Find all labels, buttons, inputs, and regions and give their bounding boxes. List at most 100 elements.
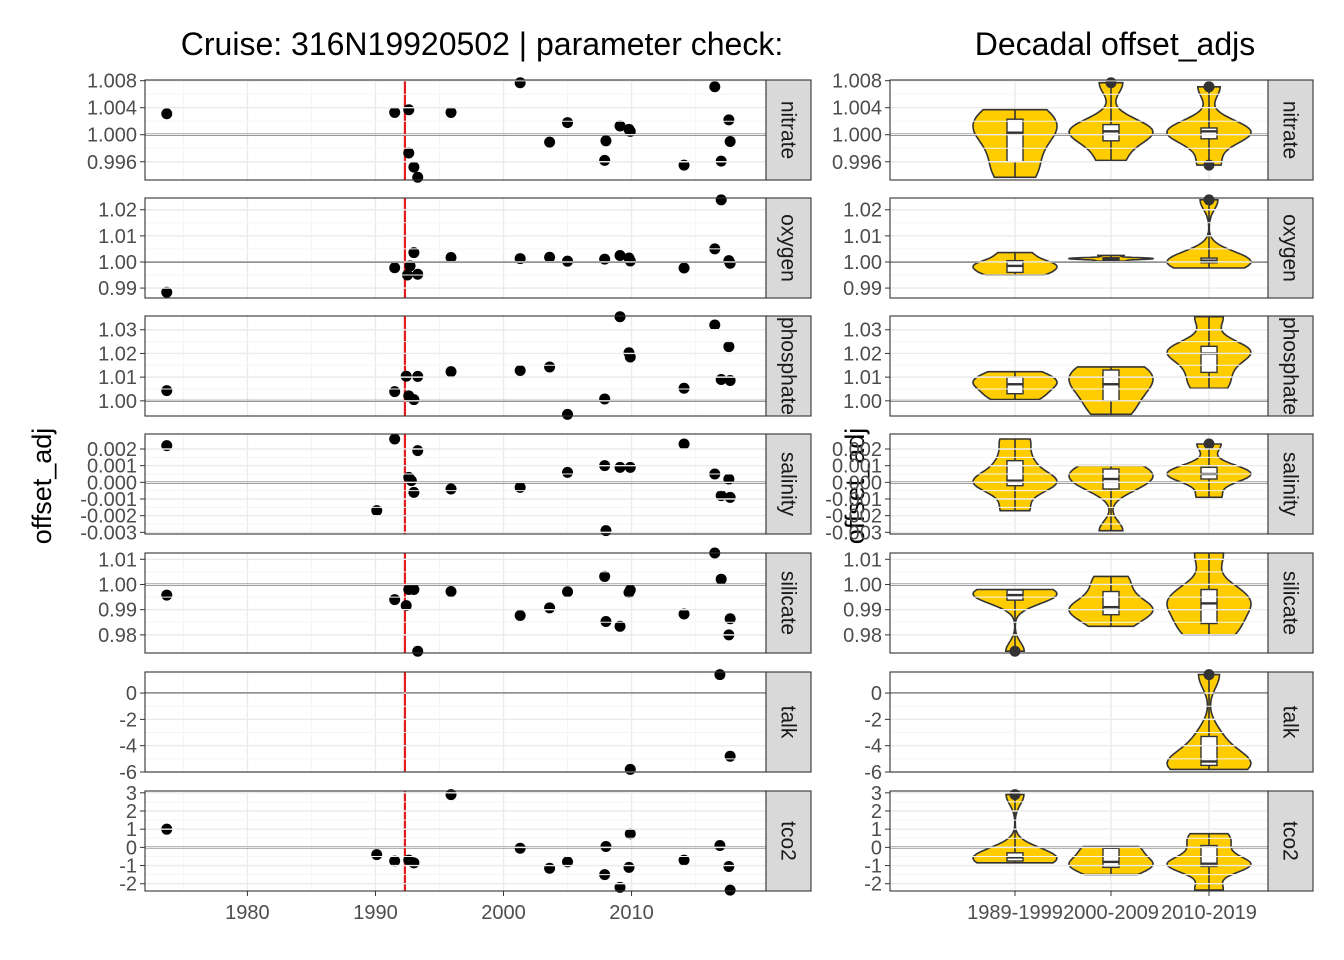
facet-strip-bg bbox=[1267, 552, 1314, 654]
data-point bbox=[714, 669, 726, 681]
facet-strip-salinity: salinity bbox=[765, 433, 812, 535]
data-point bbox=[600, 840, 612, 852]
data-point bbox=[389, 262, 401, 274]
data-point bbox=[614, 311, 626, 323]
panel-background bbox=[145, 553, 766, 653]
y-tick-label: 0.002 bbox=[832, 439, 882, 461]
box-iqr bbox=[1102, 123, 1120, 142]
facet-strip-bg bbox=[1267, 433, 1314, 535]
scatter-panel-oxygen bbox=[145, 194, 766, 298]
y-tick-label: 1.00 bbox=[98, 574, 137, 596]
data-point bbox=[403, 104, 415, 116]
y-tick-label: 0.98 bbox=[98, 625, 137, 647]
data-point bbox=[514, 481, 526, 493]
data-point bbox=[624, 828, 636, 840]
y-tick-label: 3 bbox=[126, 783, 137, 805]
left-chart-title: Cruise: 316N19920502 | parameter check: bbox=[181, 26, 783, 62]
data-point bbox=[544, 602, 556, 614]
y-tick-label: 1.00 bbox=[98, 391, 137, 413]
y-tick-label: 0.001 bbox=[832, 456, 882, 478]
data-point bbox=[678, 854, 690, 866]
y-tick-label: 1.02 bbox=[98, 200, 137, 222]
facet-strip-oxygen: oxygen bbox=[765, 197, 812, 299]
facet-strip-talk: talk bbox=[1267, 671, 1314, 773]
y-tick-label: 1.02 bbox=[98, 343, 137, 365]
violin-1989-1999 bbox=[972, 251, 1058, 276]
y-tick-label: -2 bbox=[119, 709, 137, 731]
data-point bbox=[400, 370, 412, 382]
outlier-point bbox=[1105, 77, 1117, 89]
violin-panel-talk bbox=[890, 669, 1268, 772]
data-point bbox=[408, 247, 420, 259]
y-tick-label: 1.03 bbox=[98, 320, 137, 342]
x-tick-label: 2000-2009 bbox=[1063, 902, 1159, 924]
violin-2010-2019 bbox=[1166, 81, 1252, 171]
data-point bbox=[544, 361, 556, 373]
data-point bbox=[403, 147, 415, 159]
box-iqr bbox=[1200, 735, 1218, 767]
scatter-panel-phosphate bbox=[145, 311, 766, 420]
right-chart-title: Decadal offset_adjs bbox=[975, 26, 1255, 62]
facet-strip-bg bbox=[1267, 790, 1314, 892]
violin-panel-nitrate bbox=[890, 77, 1268, 180]
data-point bbox=[412, 445, 424, 457]
data-point bbox=[514, 365, 526, 377]
data-point bbox=[412, 268, 424, 280]
y-tick-label: -6 bbox=[119, 762, 137, 784]
data-point bbox=[678, 262, 690, 274]
facet-strip-bg bbox=[1267, 671, 1314, 773]
facet-strip-bg bbox=[765, 433, 812, 535]
data-point bbox=[709, 81, 721, 93]
data-point bbox=[408, 394, 420, 406]
y-tick-label: 1.00 bbox=[843, 252, 882, 274]
y-tick-label: 0 bbox=[871, 837, 882, 859]
facet-strip-label: oxygen bbox=[777, 214, 800, 282]
scatter-panel-salinity bbox=[145, 433, 766, 537]
data-point bbox=[723, 114, 735, 126]
facet-strip-label: tco2 bbox=[777, 821, 800, 861]
data-point bbox=[389, 855, 401, 867]
data-point bbox=[445, 586, 457, 598]
violin-panel-phosphate bbox=[890, 315, 1268, 416]
panel-background bbox=[145, 198, 766, 298]
y-tick-label: 1.01 bbox=[843, 549, 882, 571]
data-point bbox=[562, 466, 574, 478]
facet-strip-bg bbox=[765, 79, 812, 181]
y-tick-label: 1.000 bbox=[87, 125, 137, 147]
y-tick-label: 0.99 bbox=[98, 600, 137, 622]
box-iqr bbox=[1102, 590, 1120, 616]
data-point bbox=[599, 154, 611, 166]
data-point bbox=[723, 341, 735, 353]
data-point bbox=[678, 608, 690, 620]
y-tick-label: 0.000 bbox=[832, 472, 882, 494]
panel-background bbox=[145, 791, 766, 891]
y-tick-label: -0.001 bbox=[825, 489, 882, 511]
facet-strip-bg bbox=[1267, 197, 1314, 299]
data-point bbox=[678, 382, 690, 394]
data-point bbox=[624, 351, 636, 363]
data-point bbox=[544, 862, 556, 874]
data-point bbox=[161, 589, 173, 601]
x-tick-label: 1989-1999 bbox=[967, 902, 1063, 924]
violin-2010-2019 bbox=[1166, 194, 1252, 269]
facet-strip-label: salinity bbox=[777, 452, 800, 517]
facet-strip-salinity: salinity bbox=[1267, 433, 1314, 535]
y-tick-label: 1.008 bbox=[832, 71, 882, 93]
y-tick-label: 1.004 bbox=[832, 98, 882, 120]
violin-1989-1999 bbox=[972, 370, 1058, 401]
data-point bbox=[412, 645, 424, 657]
y-tick-label: 1.00 bbox=[843, 391, 882, 413]
data-point bbox=[600, 525, 612, 537]
data-point bbox=[408, 584, 420, 596]
violin-2000-2009 bbox=[1068, 845, 1154, 876]
y-tick-label: 2 bbox=[871, 801, 882, 823]
data-point bbox=[724, 135, 736, 147]
data-point bbox=[723, 860, 735, 872]
data-point bbox=[709, 319, 721, 331]
facet-strip-label: oxygen bbox=[1279, 214, 1302, 282]
facet-strip-silicate: silicate bbox=[1267, 552, 1314, 654]
data-point bbox=[389, 594, 401, 606]
facet-strip-bg bbox=[765, 790, 812, 892]
y-tick-label: 1 bbox=[126, 819, 137, 841]
facet-strip-label: phosphate bbox=[1279, 317, 1302, 415]
